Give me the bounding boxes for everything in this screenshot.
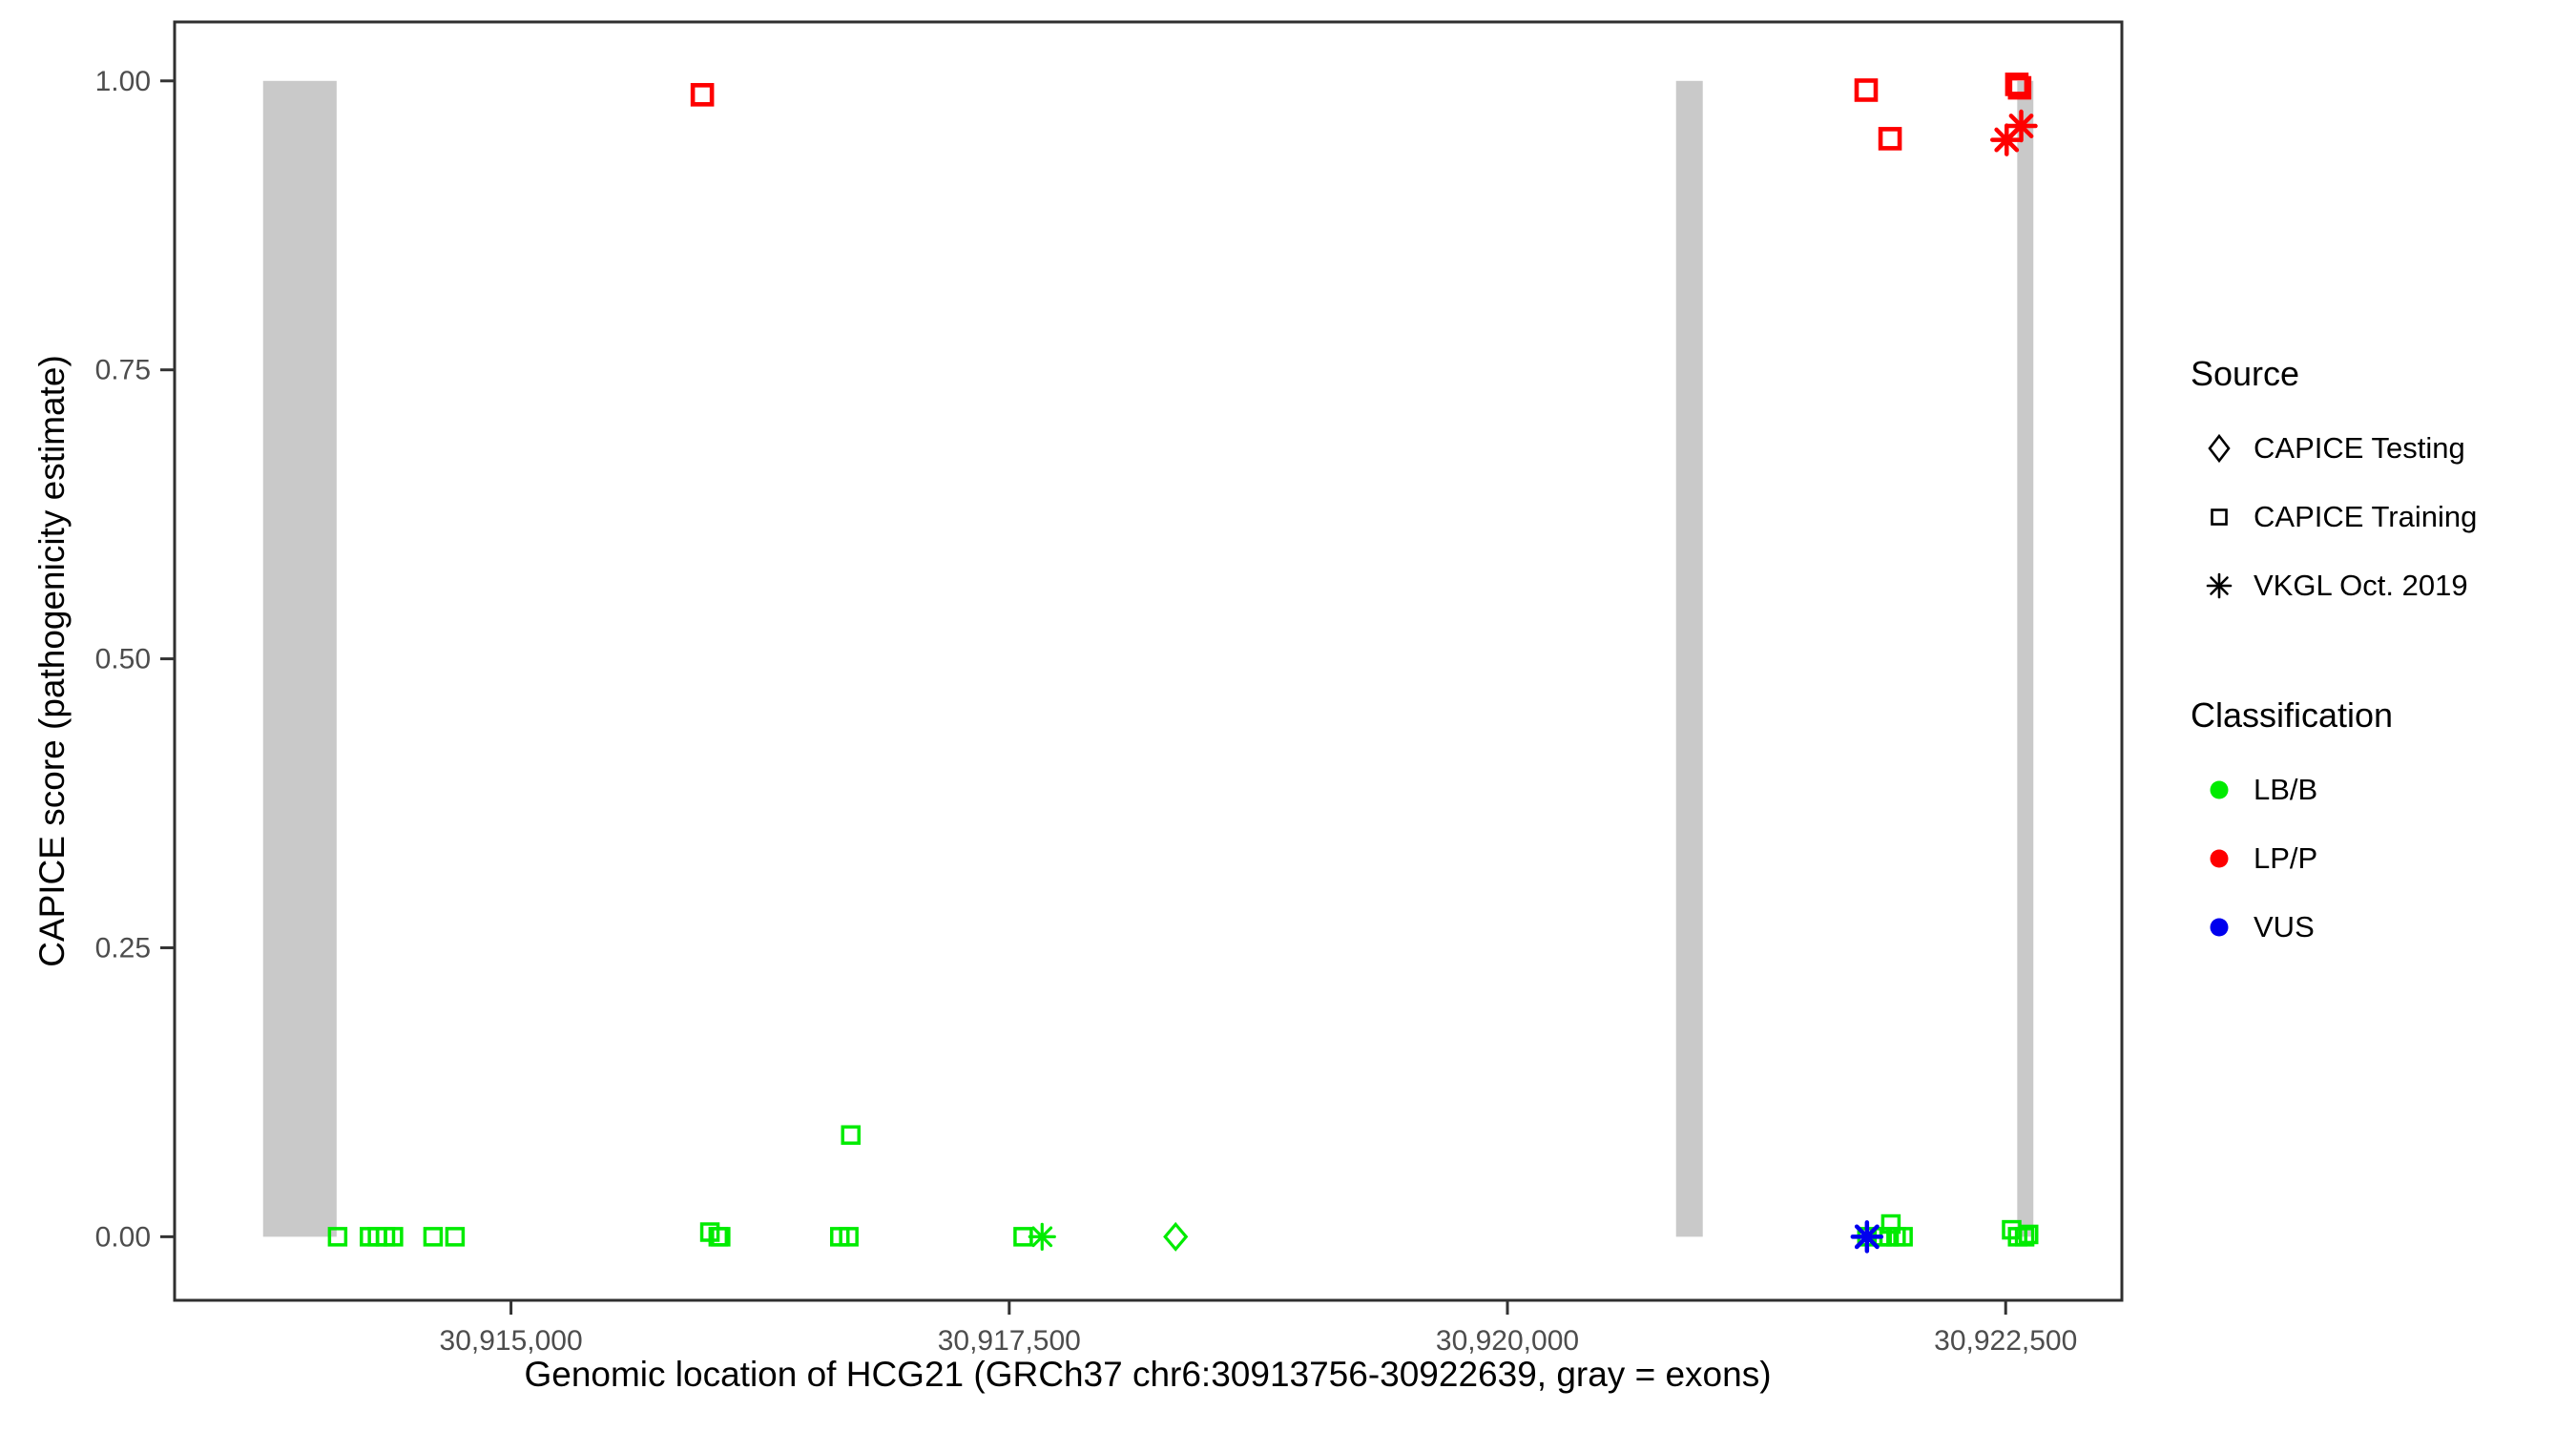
point-square [2014,1227,2035,1247]
legend-item-capice-testing: CAPICE Testing [2191,414,2572,483]
legend-label: VKGL Oct. 2019 [2254,569,2468,602]
point-square [445,1227,466,1247]
legend-label: LP/P [2254,841,2318,875]
y-tick-label: 0.00 [95,1221,151,1253]
legend-item-capice-training: CAPICE Training [2191,483,2572,551]
legend-item-lbb: LB/B [2191,756,2572,824]
y-tick-label: 0.50 [95,644,151,675]
point-square [2005,73,2029,96]
square-icon [2191,498,2248,536]
legend-label: VUS [2254,910,2315,944]
red-dot-icon [2191,840,2248,878]
x-tick-label: 30,915,000 [440,1325,583,1357]
legend-source-title: Source [2191,354,2300,393]
point-square [1893,1227,1913,1247]
point-square [327,1227,348,1247]
legend-item-lpp: LP/P [2191,824,2572,893]
point-square [711,1227,731,1247]
point-square [423,1227,444,1247]
asterisk-icon [2191,567,2248,605]
x-axis-title: Genomic location of HCG21 (GRCh37 chr6:3… [524,1355,1772,1394]
exon-bar [1675,80,1703,1237]
exon-bar [2017,80,2034,1237]
legend-item-vkgl: VKGL Oct. 2019 [2191,551,2572,620]
point-square [2007,75,2032,100]
plot-panel-border [173,20,2124,1302]
y-tick-label: 0.25 [95,932,151,964]
point-square [1880,1213,1901,1234]
point-square [690,83,715,107]
blue-dot-icon [2191,908,2248,946]
diamond-icon [2191,429,2248,467]
legend-classification: Classification LB/B LP/P VUS [2191,695,2572,962]
legend-item-vus: VUS [2191,893,2572,962]
point-square [841,1125,861,1145]
y-tick-label: 1.00 [95,66,151,97]
legend-label: CAPICE Training [2254,500,2478,533]
point-asterisk [1850,1220,1884,1254]
exon-bar [262,80,337,1237]
point-square [2018,1224,2039,1245]
point-diamond [1163,1221,1189,1252]
legend-label: LB/B [2254,773,2318,806]
point-square [839,1227,859,1247]
point-asterisk [2005,109,2038,143]
point-square [1854,78,1879,102]
y-tick-label: 0.75 [95,355,151,386]
legend-source: Source CAPICE Testing CAPICE Training [2191,353,2572,620]
point-asterisk [1028,1222,1056,1251]
y-axis-title: CAPICE score (pathogenicity estimate) [32,355,72,967]
point-square [1878,127,1902,151]
x-tick-label: 30,922,500 [1934,1325,2077,1357]
legend-classification-title: Classification [2191,695,2394,735]
green-dot-icon [2191,771,2248,809]
x-tick-label: 30,920,000 [1436,1325,1579,1357]
x-tick-label: 30,917,500 [938,1325,1081,1357]
legend-label: CAPICE Testing [2254,431,2465,465]
point-square [384,1227,404,1247]
